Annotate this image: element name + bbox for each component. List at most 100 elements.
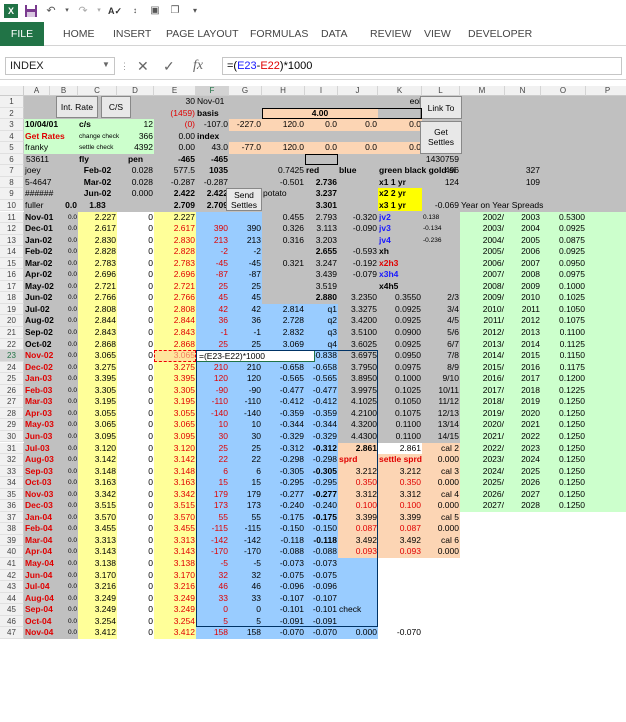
column-header-m[interactable]: M	[460, 86, 505, 96]
yoy-from-cell[interactable]	[460, 523, 505, 535]
row-header-10[interactable]: 10	[0, 199, 24, 212]
cell-a5[interactable]: franky	[25, 142, 49, 153]
yoy-to-cell[interactable]: 2014	[521, 338, 540, 349]
yoy-from-cell[interactable]	[460, 581, 505, 593]
diff2-cell[interactable]	[229, 212, 262, 224]
price-cell[interactable]: 2.783	[94, 257, 116, 268]
l-cell[interactable]: 11/12	[438, 396, 459, 407]
cell-e6[interactable]: -465	[177, 153, 195, 164]
cell-a8[interactable]: 5-4647	[25, 176, 52, 187]
row-header-43[interactable]: 43	[0, 581, 24, 593]
price-cell[interactable]: 2.721	[94, 280, 116, 291]
yoy-to-cell[interactable]: 2016	[521, 361, 540, 372]
price-cell[interactable]: 2.830	[94, 234, 116, 245]
row-header-34[interactable]: 34	[0, 477, 24, 489]
price-cell[interactable]: 3.148	[94, 465, 116, 476]
rate-cell[interactable]: 0.0	[67, 571, 77, 579]
j-cell[interactable]: 3.8950	[351, 373, 377, 384]
k-cell[interactable]: -0.070	[396, 627, 421, 638]
k-cell[interactable]: x3h4	[379, 269, 399, 280]
zero-cell[interactable]: 0	[148, 280, 153, 291]
tab-page-layout[interactable]: PAGE LAYOUT	[166, 28, 239, 40]
j-cell[interactable]: 3.2350	[351, 292, 377, 303]
h-cell[interactable]: -0.344	[279, 419, 304, 430]
yoy-value-cell[interactable]	[541, 558, 586, 570]
zero-cell[interactable]: 0	[148, 581, 153, 592]
k-cell[interactable]: x4h5	[379, 280, 399, 291]
yoy-from-cell[interactable]: 2014/	[482, 350, 504, 361]
month-cell[interactable]: Aug-02	[25, 315, 54, 326]
month-cell[interactable]: May-03	[25, 419, 54, 430]
rate-cell[interactable]: 0.0	[67, 490, 77, 498]
row-header-30[interactable]: 30	[0, 430, 24, 443]
yoy-from-cell[interactable]	[460, 593, 505, 605]
yoy-from-cell[interactable]: 2017/	[482, 384, 504, 395]
j-cell[interactable]: 3.6025	[351, 338, 377, 349]
yoy-from-cell[interactable]: 2019/	[482, 407, 504, 418]
diff2-cell[interactable]: 25	[251, 338, 261, 349]
column-header-l[interactable]: L	[422, 86, 460, 96]
paste-icon[interactable]: ❐	[170, 5, 180, 16]
j-cell[interactable]: 3.5100	[351, 327, 377, 337]
i-cell[interactable]: -0.329	[312, 430, 337, 441]
h-cell[interactable]: -0.305	[279, 465, 304, 476]
yoy-from-cell[interactable]: 2013/	[482, 338, 504, 349]
l-cell[interactable]: cal 4	[441, 488, 459, 499]
cell-c8[interactable]: Mar-02	[83, 176, 112, 187]
month-cell[interactable]: Oct-04	[25, 615, 52, 626]
column-header-c[interactable]: C	[78, 86, 117, 96]
price-cell[interactable]: 3.275	[94, 361, 116, 372]
month-cell[interactable]: Jul-03	[25, 442, 50, 453]
yoy-value-cell[interactable]	[541, 604, 586, 616]
cell-c10[interactable]: 1.83	[89, 199, 106, 210]
yoy-from-cell[interactable]: 2025/	[482, 477, 504, 488]
price-cell[interactable]: 2.844	[94, 315, 116, 326]
column-header-a[interactable]: A	[24, 86, 50, 96]
yoy-to-cell[interactable]	[505, 535, 541, 547]
diff2-cell[interactable]: 45	[251, 292, 261, 303]
settle-cell[interactable]: 3.055	[173, 407, 195, 418]
column-header-g[interactable]: G	[229, 86, 262, 96]
diff2-cell[interactable]: 179	[246, 488, 261, 499]
column-header-f[interactable]: F	[196, 86, 229, 96]
l-cell[interactable]	[422, 258, 460, 270]
cell-a3[interactable]: 10/04/01	[25, 119, 59, 130]
cell-h3[interactable]: 120.0	[282, 119, 304, 130]
rate-cell[interactable]: 0.0	[67, 606, 77, 614]
rate-cell[interactable]: 0.0	[67, 617, 77, 625]
row-header-24[interactable]: 24	[0, 361, 24, 374]
settle-cell[interactable]: 2.696	[173, 269, 195, 280]
yoy-to-cell[interactable]: 2022	[521, 430, 540, 441]
diff2-cell[interactable]: -142	[243, 534, 261, 545]
month-cell[interactable]: Nov-01	[25, 211, 54, 222]
row-header-26[interactable]: 26	[0, 384, 24, 397]
spell-check-icon[interactable]: A✓	[108, 6, 123, 16]
settle-cell[interactable]: 3.148	[173, 465, 195, 476]
diff2-cell[interactable]: 32	[251, 569, 261, 580]
diff2-cell[interactable]: -87	[248, 269, 261, 280]
price-cell[interactable]: 3.065	[94, 419, 116, 430]
row-header-11[interactable]: 11	[0, 211, 24, 224]
j-cell[interactable]: 3.399	[355, 511, 377, 522]
zero-cell[interactable]: 0	[148, 477, 153, 488]
k-cell[interactable]: jv2	[379, 211, 391, 222]
i-cell[interactable]: 2.655	[315, 246, 337, 257]
j-cell[interactable]: -0.192	[352, 257, 377, 268]
yoy-from-cell[interactable]: 2008/	[482, 280, 504, 291]
cell-a4[interactable]: Get Rates	[25, 130, 65, 141]
price-cell[interactable]: 2.696	[94, 269, 116, 280]
diff-cell[interactable]: -115	[211, 523, 228, 534]
j-cell[interactable]: -0.090	[352, 223, 377, 234]
row-header-21[interactable]: 21	[0, 327, 24, 339]
row-header-36[interactable]: 36	[0, 500, 24, 512]
yoy-from-cell[interactable]: 2004/	[482, 234, 504, 245]
h-cell[interactable]: 2.814	[282, 303, 304, 314]
row-header-2[interactable]: 2	[0, 107, 24, 120]
h-cell[interactable]: -0.175	[279, 511, 304, 522]
cell-c5[interactable]: settle check	[79, 144, 114, 152]
cell-e2[interactable]: (1459)	[170, 107, 195, 118]
yoy-to-cell[interactable]: 2009	[521, 280, 540, 291]
l-cell[interactable]: cal 6	[441, 534, 459, 545]
yoy-value-cell[interactable]: 0.0925	[559, 223, 585, 234]
k-cell[interactable]: 0.1025	[395, 384, 421, 395]
